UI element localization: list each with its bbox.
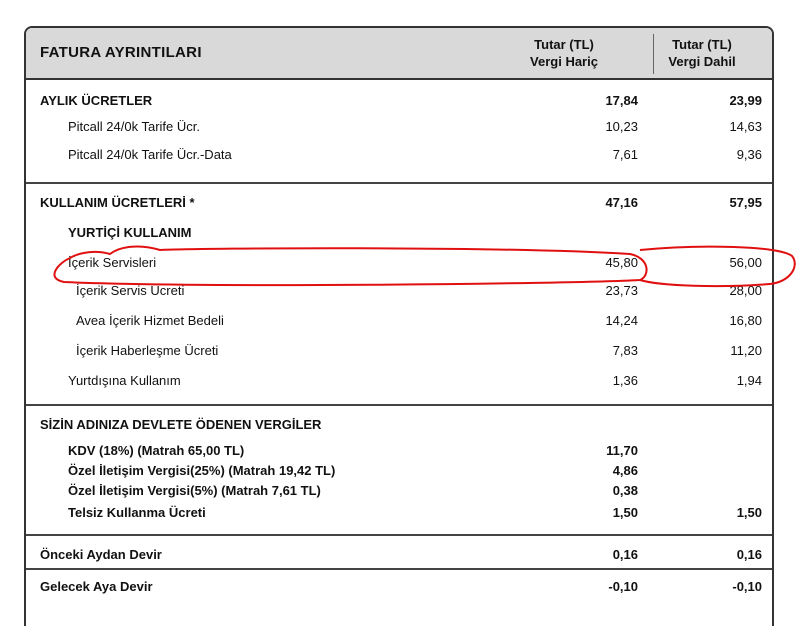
value-excl-tax: 11,70 xyxy=(606,443,638,458)
row-label: Özel İletişim Vergisi(5%) (Matrah 7,61 T… xyxy=(68,483,321,498)
value-excl-tax: 45,80 xyxy=(605,255,638,270)
column-header-excl-tax: Tutar (TL) Vergi Hariç xyxy=(530,37,598,69)
section-divider xyxy=(26,534,772,536)
table-row: Avea İçerik Hizmet Bedeli 14,24 16,80 xyxy=(26,310,772,332)
table-row: İçerik Haberleşme Ücreti 7,83 11,20 xyxy=(26,340,772,362)
value-incl-tax: 1,50 xyxy=(736,505,762,520)
value-incl-tax: 57,95 xyxy=(729,195,762,210)
column-header-incl-tax: Tutar (TL) Vergi Dahil xyxy=(668,37,736,69)
section-title: AYLIK ÜCRETLER xyxy=(40,93,153,108)
value-excl-tax: 17,84 xyxy=(605,93,638,108)
value-incl-tax: -0,10 xyxy=(732,579,762,594)
value-excl-tax: 1,36 xyxy=(612,373,638,388)
value-excl-tax: 7,61 xyxy=(612,147,638,162)
table-row: İçerik Servis Ücreti 23,73 28,00 xyxy=(26,280,772,302)
value-incl-tax: 11,20 xyxy=(730,343,762,358)
row-label: Avea İçerik Hizmet Bedeli xyxy=(76,313,224,328)
table-row: Gelecek Aya Devir -0,10 -0,10 xyxy=(26,576,772,598)
subsection-domestic-usage: YURTİÇİ KULLANIM xyxy=(26,222,772,244)
value-incl-tax: 0,16 xyxy=(736,547,762,562)
value-incl-tax: 28,00 xyxy=(729,283,762,298)
value-incl-tax: 16,80 xyxy=(729,313,762,328)
row-label: İçerik Servis Ücreti xyxy=(76,283,185,298)
value-incl-tax: 1,94 xyxy=(736,373,762,388)
table-row: Pitcall 24/0k Tarife Ücr.-Data 7,61 9,36 xyxy=(26,144,772,166)
table-row: Önceki Aydan Devir 0,16 0,16 xyxy=(26,544,772,566)
column-divider xyxy=(653,34,654,74)
value-excl-tax: -0,10 xyxy=(608,579,638,594)
section-monthly-charges: AYLIK ÜCRETLER 17,84 23,99 xyxy=(26,90,772,112)
section-divider xyxy=(26,182,772,184)
section-usage-charges: KULLANIM ÜCRETLERİ * 47,16 57,95 xyxy=(26,192,772,214)
value-excl-tax: 1,50 xyxy=(612,505,638,520)
value-incl-tax: 14,63 xyxy=(729,119,762,134)
subsection-title: YURTİÇİ KULLANIM xyxy=(68,225,192,240)
value-excl-tax: 23,73 xyxy=(605,283,638,298)
section-title: SİZİN ADINIZA DEVLETE ÖDENEN VERGİLER xyxy=(40,417,322,432)
section-divider xyxy=(26,568,772,570)
table-row: Pitcall 24/0k Tarife Ücr. 10,23 14,63 xyxy=(26,116,772,138)
value-incl-tax: 23,99 xyxy=(729,93,762,108)
section-taxes: SİZİN ADINIZA DEVLETE ÖDENEN VERGİLER xyxy=(26,414,772,436)
row-label: Pitcall 24/0k Tarife Ücr. xyxy=(68,119,200,134)
value-excl-tax: 47,16 xyxy=(605,195,638,210)
row-label: Özel İletişim Vergisi(25%) (Matrah 19,42… xyxy=(68,463,336,478)
value-excl-tax: 0,16 xyxy=(612,547,638,562)
row-label: İçerik Haberleşme Ücreti xyxy=(76,343,219,358)
table-title: FATURA AYRINTILARI xyxy=(40,44,202,61)
table-row: Telsiz Kullanma Ücreti 1,50 1,50 xyxy=(26,502,772,524)
value-incl-tax: 56,00 xyxy=(729,255,762,270)
value-excl-tax: 0,38 xyxy=(612,483,638,498)
value-excl-tax: 14,24 xyxy=(605,313,638,328)
row-label: Pitcall 24/0k Tarife Ücr.-Data xyxy=(68,147,232,162)
value-excl-tax: 4,86 xyxy=(612,463,638,478)
section-divider xyxy=(26,404,772,406)
value-excl-tax: 10,23 xyxy=(605,119,638,134)
table-row: KDV (18%) (Matrah 65,00 TL) 11,70 xyxy=(26,440,772,462)
table-row: Özel İletişim Vergisi(25%) (Matrah 19,42… xyxy=(26,460,772,482)
invoice-details-table: FATURA AYRINTILARI Tutar (TL) Vergi Hari… xyxy=(24,26,774,626)
value-incl-tax: 9,36 xyxy=(736,147,762,162)
table-header: FATURA AYRINTILARI Tutar (TL) Vergi Hari… xyxy=(26,28,772,80)
row-label: Yurtdışına Kullanım xyxy=(68,373,181,388)
table-row: Yurtdışına Kullanım 1,36 1,94 xyxy=(26,370,772,392)
row-label: Önceki Aydan Devir xyxy=(40,547,162,562)
section-title: KULLANIM ÜCRETLERİ * xyxy=(40,195,195,210)
value-excl-tax: 7,83 xyxy=(612,343,638,358)
row-label: Telsiz Kullanma Ücreti xyxy=(68,505,206,520)
row-label: KDV (18%) (Matrah 65,00 TL) xyxy=(68,443,245,458)
row-label: İçerik Servisleri xyxy=(68,255,157,270)
table-row: İçerik Servisleri 45,80 56,00 xyxy=(26,252,772,274)
row-label: Gelecek Aya Devir xyxy=(40,579,153,594)
table-row: Özel İletişim Vergisi(5%) (Matrah 7,61 T… xyxy=(26,480,772,502)
